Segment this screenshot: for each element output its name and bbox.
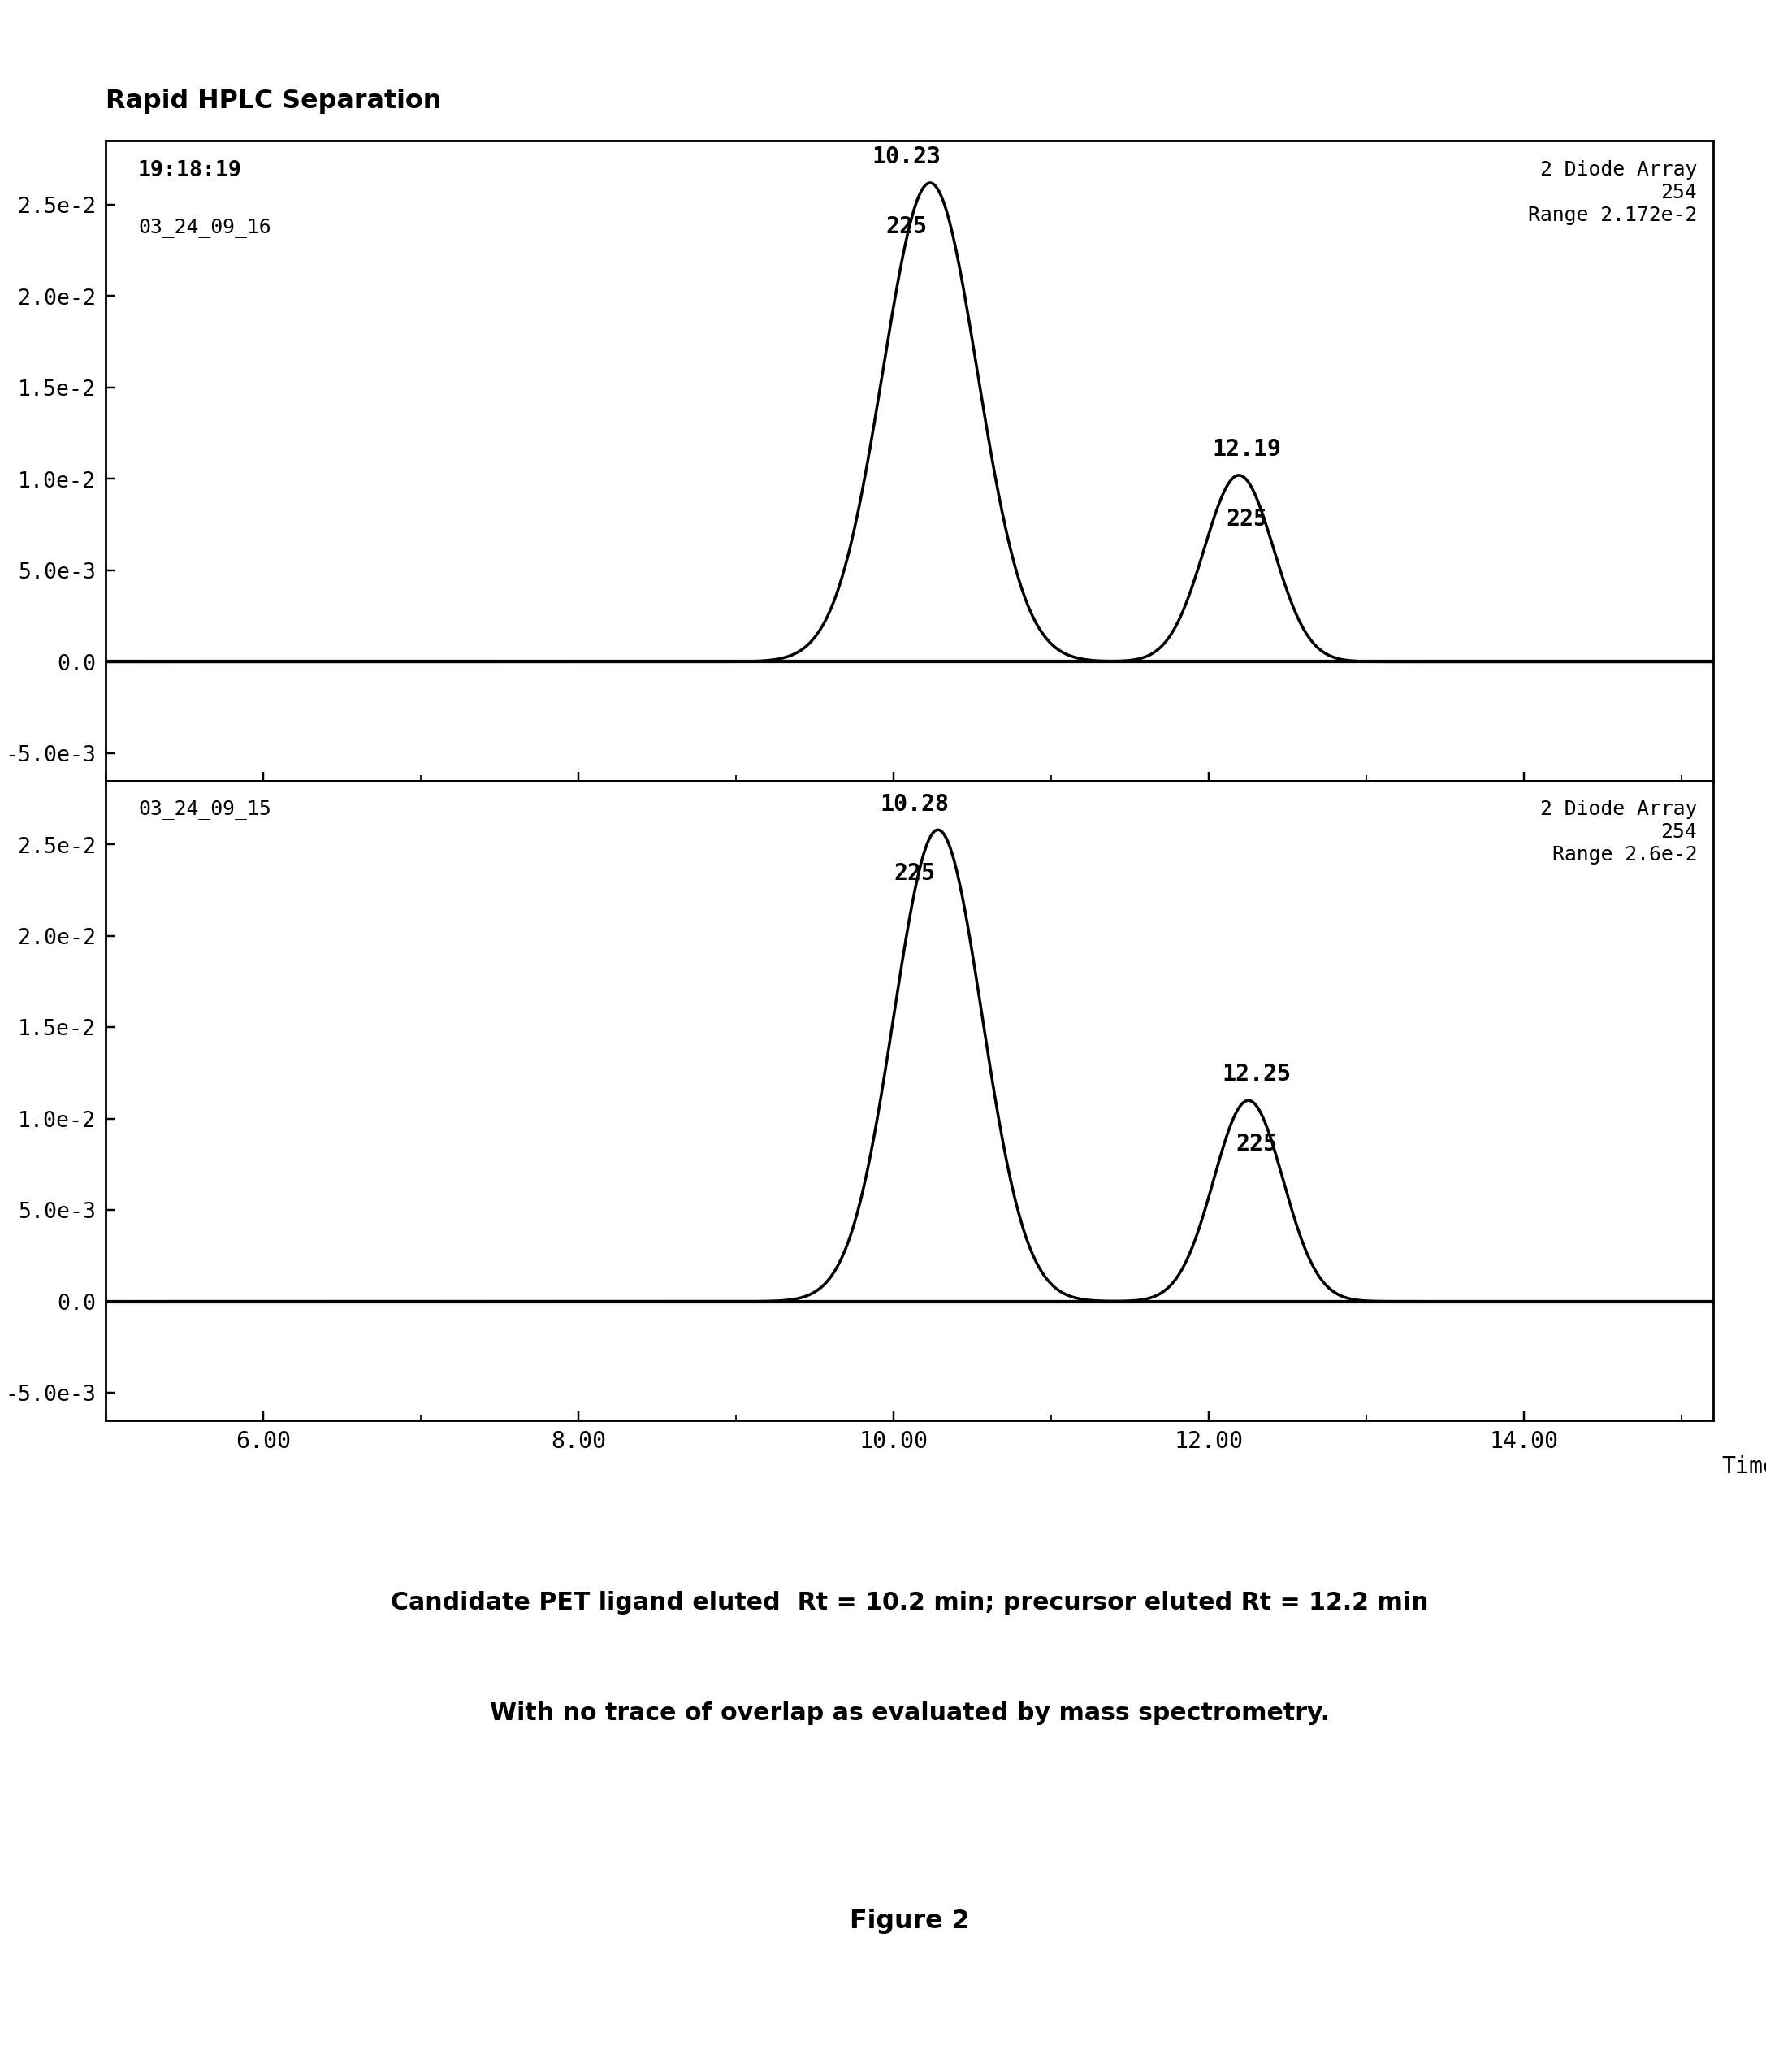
Text: Figure 2: Figure 2: [849, 1908, 970, 1933]
Text: 2 Diode Array
254
Range 2.6e-2: 2 Diode Array 254 Range 2.6e-2: [1540, 800, 1697, 864]
Text: 03_24_09_15: 03_24_09_15: [138, 800, 270, 818]
Text: Rapid HPLC Separation: Rapid HPLC Separation: [106, 89, 442, 114]
Text: With no trace of overlap as evaluated by mass spectrometry.: With no trace of overlap as evaluated by…: [489, 1701, 1330, 1724]
Text: 03_24_09_16: 03_24_09_16: [138, 218, 270, 236]
Text: 225: 225: [1236, 1133, 1277, 1156]
Text: 19:18:19: 19:18:19: [138, 160, 242, 180]
Text: Time: Time: [1722, 1455, 1766, 1477]
Text: 225: 225: [885, 215, 927, 238]
Text: 12.19: 12.19: [1211, 437, 1280, 460]
Text: Candidate PET ligand eluted  Rt = 10.2 min; precursor eluted Rt = 12.2 min: Candidate PET ligand eluted Rt = 10.2 mi…: [390, 1591, 1429, 1614]
Text: 2 Diode Array
254
Range 2.172e-2: 2 Diode Array 254 Range 2.172e-2: [1528, 160, 1697, 224]
Text: 10.28: 10.28: [879, 794, 948, 816]
Text: 225: 225: [1226, 508, 1268, 530]
Text: 12.25: 12.25: [1222, 1063, 1291, 1086]
Text: 10.23: 10.23: [872, 145, 941, 168]
Text: 225: 225: [894, 862, 934, 885]
